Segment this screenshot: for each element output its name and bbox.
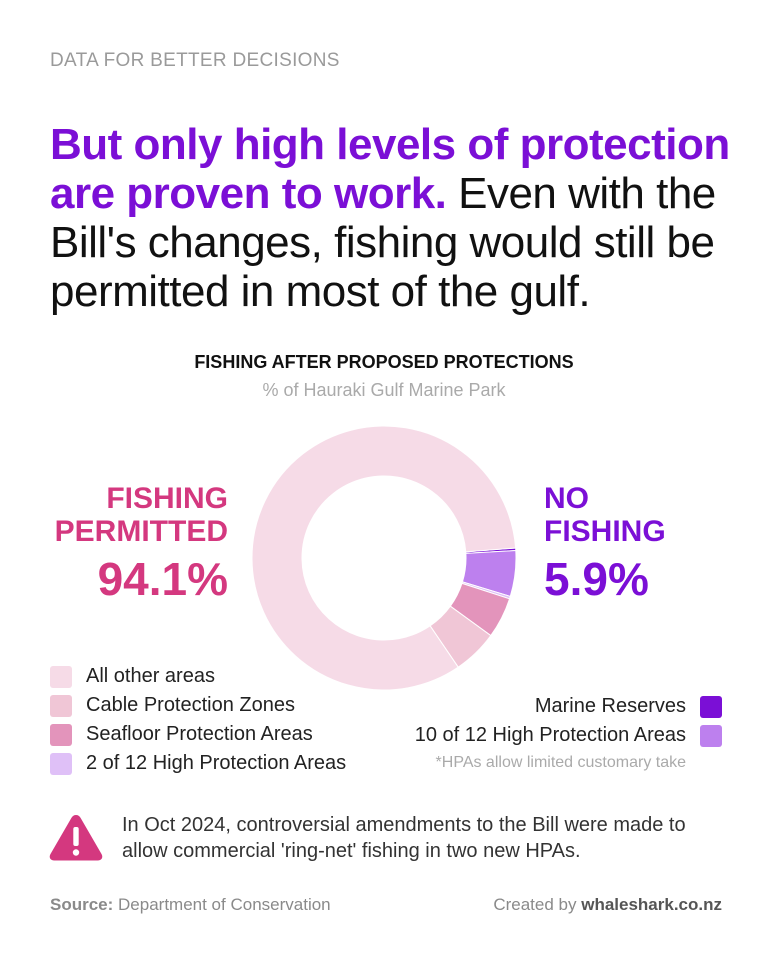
legend-item-seafloor: Seafloor Protection Areas [50, 720, 346, 749]
credit-link[interactable]: whaleshark.co.nz [581, 895, 722, 914]
legend-swatch [50, 695, 72, 717]
legend-item-marine-reserves: Marine Reserves [415, 692, 722, 721]
legend-left: All other areas Cable Protection Zones S… [50, 662, 346, 778]
source-label: Source: [50, 895, 113, 914]
legend-item-hpa2: 2 of 12 High Protection Areas [50, 749, 346, 778]
no-fishing-label: NO FISHING 5.9% [544, 482, 666, 606]
credit: Created by whaleshark.co.nz [493, 895, 722, 915]
legend-swatch [50, 753, 72, 775]
legend-item-cable: Cable Protection Zones [50, 691, 346, 720]
legend-swatch [50, 666, 72, 688]
no-fishing-line1: NO [544, 482, 589, 515]
legend-item-hpa10: 10 of 12 High Protection Areas [415, 721, 722, 750]
legend-swatch [50, 724, 72, 746]
legend-item-all-other: All other areas [50, 662, 346, 691]
credit-label: Created by [493, 895, 581, 914]
fishing-permitted-value: 94.1% [55, 552, 228, 606]
legend-label: 2 of 12 High Protection Areas [86, 752, 346, 775]
source-value: Department of Conservation [113, 895, 330, 914]
fishing-permitted-line1: FISHING [106, 482, 228, 515]
legend-label: Seafloor Protection Areas [86, 723, 313, 746]
no-fishing-line2: FISHING [544, 515, 666, 548]
legend-footnote: *HPAs allow limited customary take [415, 754, 722, 772]
fishing-permitted-line2: PERMITTED [55, 515, 228, 548]
legend-label: All other areas [86, 665, 215, 688]
legend-right: Marine Reserves 10 of 12 High Protection… [415, 692, 722, 772]
source: Source: Department of Conservation [50, 895, 331, 915]
legend-label: Cable Protection Zones [86, 694, 295, 717]
alert-text: In Oct 2024, controversial amendments to… [122, 812, 722, 864]
legend-label: 10 of 12 High Protection Areas [415, 724, 686, 747]
no-fishing-value: 5.9% [544, 552, 666, 606]
fishing-permitted-label: FISHING PERMITTED 94.1% [55, 482, 228, 606]
legend-swatch [700, 725, 722, 747]
warning-triangle-icon [48, 812, 104, 862]
legend-label: Marine Reserves [535, 695, 686, 718]
legend-swatch [700, 696, 722, 718]
